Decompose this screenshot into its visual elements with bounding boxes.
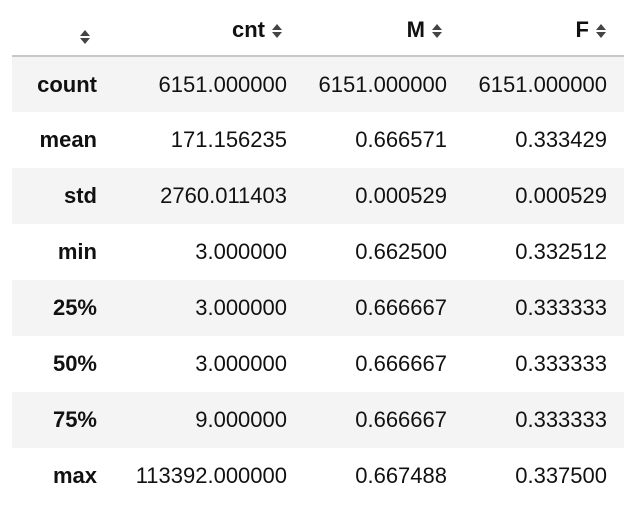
row-index: max [52, 463, 97, 488]
table-row: 25% 3.000000 0.666667 0.333333 [12, 280, 624, 336]
cell-f: 0.333429 [515, 127, 607, 152]
cell-m: 0.000529 [355, 183, 447, 208]
table-row: mean 171.156235 0.666571 0.333429 [12, 112, 624, 168]
cell-m: 0.666667 [355, 407, 447, 432]
cell-m: 0.667488 [355, 463, 447, 488]
cell-cnt: 3.000000 [195, 239, 287, 264]
table-row: 75% 9.000000 0.666667 0.333333 [12, 392, 624, 448]
cell-f: 0.333333 [515, 351, 607, 376]
row-index: min [57, 239, 97, 264]
cell-cnt: 6151.000000 [158, 71, 287, 97]
cell-m: 0.666667 [355, 295, 447, 320]
column-header-label: M [406, 16, 425, 42]
cell-f: 6151.000000 [478, 71, 607, 97]
describe-table: cnt M F [12, 4, 624, 504]
header-padding [607, 4, 624, 57]
cell-f: 0.332512 [515, 239, 607, 264]
header-row: cnt M F [12, 4, 624, 57]
index-header[interactable] [12, 4, 97, 57]
column-header-f[interactable]: F [447, 4, 607, 57]
row-padding [607, 448, 624, 504]
cell-f: 0.333333 [515, 407, 607, 432]
row-padding [607, 112, 624, 168]
row-padding [607, 392, 624, 448]
sort-icon[interactable] [271, 23, 283, 39]
cell-cnt: 9.000000 [195, 407, 287, 432]
cell-cnt: 3.000000 [195, 351, 287, 376]
cell-f: 0.333333 [515, 295, 607, 320]
column-header-label: F [575, 16, 589, 42]
row-padding [607, 336, 624, 392]
cell-cnt: 113392.000000 [135, 463, 287, 488]
column-header-m[interactable]: M [287, 4, 447, 57]
row-padding [607, 224, 624, 280]
row-index: std [64, 183, 97, 208]
cell-m: 0.662500 [355, 239, 447, 264]
row-index: 25% [52, 295, 97, 320]
row-index: count [37, 71, 97, 97]
row-padding [607, 280, 624, 336]
cell-f: 0.337500 [515, 463, 607, 488]
row-padding [607, 168, 624, 224]
column-header-cnt[interactable]: cnt [97, 4, 287, 57]
sort-icon[interactable] [79, 29, 91, 45]
row-index: 50% [52, 351, 97, 376]
sort-icon[interactable] [595, 23, 607, 39]
row-index: 75% [52, 407, 97, 432]
row-index: mean [39, 127, 97, 152]
table-row: 50% 3.000000 0.666667 0.333333 [12, 336, 624, 392]
cell-m: 6151.000000 [318, 71, 447, 97]
row-padding [607, 56, 624, 112]
cell-cnt: 171.156235 [170, 127, 287, 152]
describe-table-container: cnt M F [12, 4, 624, 504]
cell-m: 0.666667 [355, 351, 447, 376]
table-row: std 2760.011403 0.000529 0.000529 [12, 168, 624, 224]
column-header-label: cnt [232, 16, 265, 42]
cell-cnt: 2760.011403 [160, 183, 287, 208]
cell-f: 0.000529 [515, 183, 607, 208]
sort-icon[interactable] [431, 23, 443, 39]
cell-m: 0.666571 [355, 127, 447, 152]
table-row: min 3.000000 0.662500 0.332512 [12, 224, 624, 280]
table-row: count 6151.000000 6151.000000 6151.00000… [12, 56, 624, 112]
table-row: max 113392.000000 0.667488 0.337500 [12, 448, 624, 504]
cell-cnt: 3.000000 [195, 295, 287, 320]
